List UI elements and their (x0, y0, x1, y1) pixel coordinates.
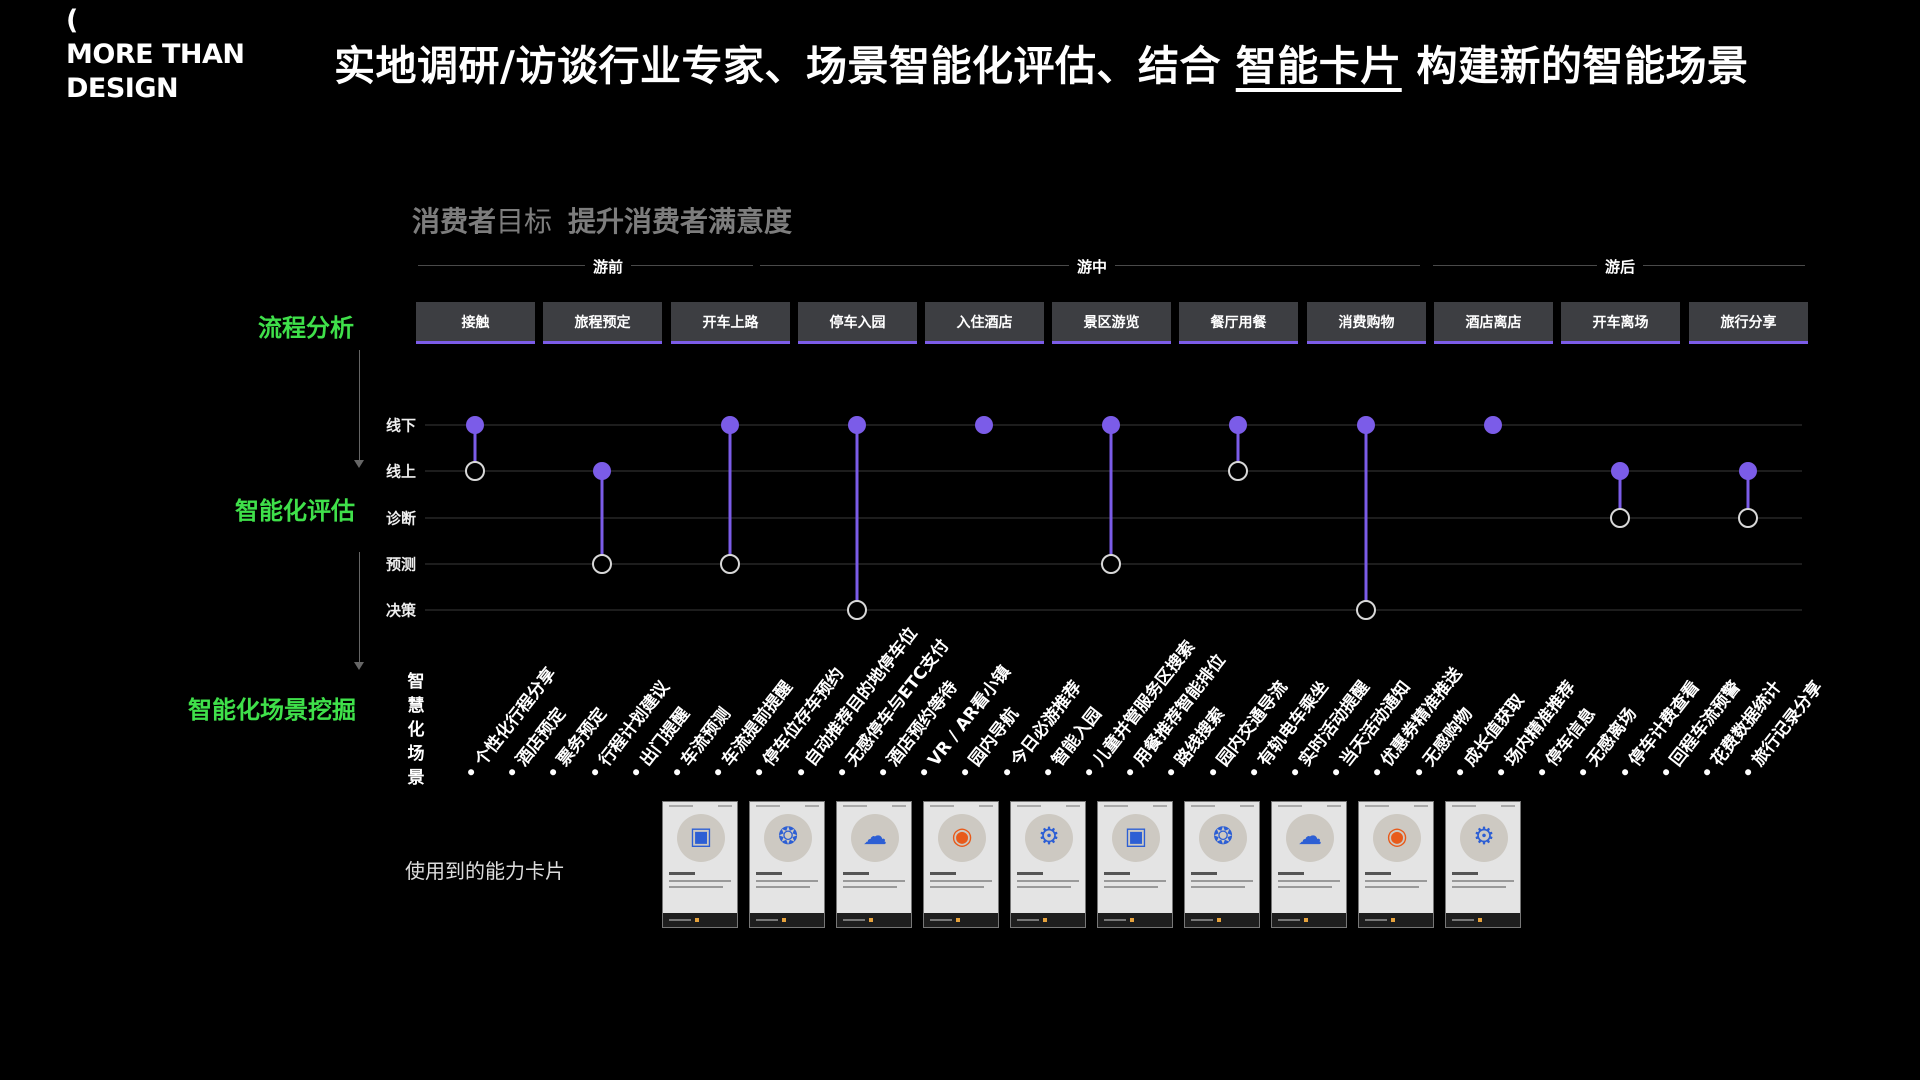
scenarios-title-char: 场 (407, 744, 425, 764)
level-label-decide: 决策 (386, 601, 417, 620)
target-circle-icon: ◉ (1386, 822, 1408, 850)
stage-hotel-checkout[interactable]: 酒店离店 (1434, 302, 1553, 344)
phase-during: 游中 (1068, 256, 1116, 277)
level-label-diagnose: 诊断 (386, 509, 417, 528)
capability-card[interactable]: ❂ (1184, 801, 1260, 928)
section-assessment: 智能化评估 (235, 497, 355, 525)
capability-card[interactable]: ◉ (923, 801, 999, 928)
lollipop-start-marker (848, 416, 866, 434)
phase-after: 游后 (1596, 256, 1644, 277)
brand-logo: ( MORE THAN DESIGN (66, 4, 245, 106)
lollipop-end-marker (1101, 554, 1121, 574)
lollipop-start-marker (1229, 416, 1247, 434)
lollipop-start-marker (1611, 462, 1629, 480)
capability-card[interactable]: ◉ (1358, 801, 1434, 928)
capability-card[interactable]: ▣ (662, 801, 738, 928)
lollipop-start-marker (975, 416, 993, 434)
headline-after: 构建新的智能场景 (1401, 42, 1749, 90)
phase-before: 游前 (584, 256, 632, 277)
lollipop-start-marker (1739, 462, 1757, 480)
logo-line2: DESIGN (66, 73, 179, 104)
stage-trip-share[interactable]: 旅行分享 (1689, 302, 1808, 344)
section-flow-analysis: 流程分析 (258, 314, 354, 342)
lollipop-end-marker (720, 554, 740, 574)
stage-contact[interactable]: 接触 (416, 302, 535, 344)
scenarios-title: 智慧化场景 (404, 670, 428, 790)
scenarios-title-char: 化 (407, 720, 425, 740)
capability-card[interactable]: ☁ (836, 801, 912, 928)
lollipop-end-marker (1356, 600, 1376, 620)
frame-icon: ▣ (689, 822, 713, 850)
stage-park-enter[interactable]: 停车入园 (798, 302, 917, 344)
lollipop-end-marker (1738, 508, 1758, 528)
lollipop-start-marker (721, 416, 739, 434)
frame-icon: ▣ (1124, 822, 1148, 850)
lollipop-start-marker (1102, 416, 1120, 434)
stage-drive-leave[interactable]: 开车离场 (1561, 302, 1680, 344)
cloud-user-icon: ☁ (863, 822, 887, 850)
headline-before: 实地调研/访谈行业专家、场景智能化评估、结合 (334, 42, 1236, 90)
goal-statement: 提升消费者满意度 (568, 205, 793, 238)
stage-restaurant[interactable]: 餐厅用餐 (1179, 302, 1298, 344)
stage-hotel-checkin[interactable]: 入住酒店 (925, 302, 1044, 344)
capability-card[interactable]: ☁ (1271, 801, 1347, 928)
scenarios-title-char: 慧 (407, 696, 425, 716)
section-scenario-mining: 智能化场景挖掘 (188, 696, 356, 724)
lollipop-end-marker (1610, 508, 1630, 528)
goal-target-word: 目标 (496, 205, 553, 238)
flow-arrow-line-1 (359, 350, 360, 460)
capability-card[interactable]: ⚙ (1445, 801, 1521, 928)
level-label-offline: 线下 (386, 416, 417, 435)
stage-scenic-tour[interactable]: 景区游览 (1052, 302, 1171, 344)
lollipop-end-marker (592, 554, 612, 574)
logo-line1: MORE THAN (66, 39, 245, 70)
headline: 实地调研/访谈行业专家、场景智能化评估、结合 智能卡片 构建新的智能场景 (334, 32, 1749, 92)
arrow-down-icon (354, 662, 364, 670)
lollipop-start-marker (1484, 416, 1502, 434)
arrow-down-icon (354, 460, 364, 468)
robot-icon: ⚙ (1038, 822, 1060, 850)
lollipop-start-marker (1357, 416, 1375, 434)
flow-arrow-line-2 (359, 552, 360, 662)
stage-shopping[interactable]: 消费购物 (1307, 302, 1426, 344)
level-label-predict: 预测 (386, 555, 417, 574)
capability-card[interactable]: ⚙ (1010, 801, 1086, 928)
stage-trip-booking[interactable]: 旅程预定 (543, 302, 662, 344)
robot-icon: ⚙ (1473, 822, 1495, 850)
cards-label: 使用到的能力卡片 (405, 859, 565, 883)
headline-highlight: 智能卡片 (1235, 42, 1402, 90)
goal-title: 消费者目标 提升消费者满意度 (412, 200, 792, 240)
lollipop-end-marker (465, 461, 485, 481)
lollipop-start-marker (593, 462, 611, 480)
grid-circles-icon: ❂ (1212, 822, 1234, 850)
goal-consumer: 消费者 (412, 205, 497, 238)
scenarios-title-char: 景 (407, 768, 425, 788)
lollipop-end-marker (1228, 461, 1248, 481)
level-label-online: 线上 (386, 462, 417, 481)
cloud-user-icon: ☁ (1298, 822, 1322, 850)
capability-card[interactable]: ▣ (1097, 801, 1173, 928)
logo-paren: ( (66, 5, 78, 36)
scenarios-title-char: 智 (407, 672, 425, 692)
lollipop-start-marker (466, 416, 484, 434)
target-circle-icon: ◉ (951, 822, 973, 850)
grid-circles-icon: ❂ (777, 822, 799, 850)
lollipop-end-marker (847, 600, 867, 620)
capability-card[interactable]: ❂ (749, 801, 825, 928)
stage-drive-out[interactable]: 开车上路 (671, 302, 790, 344)
